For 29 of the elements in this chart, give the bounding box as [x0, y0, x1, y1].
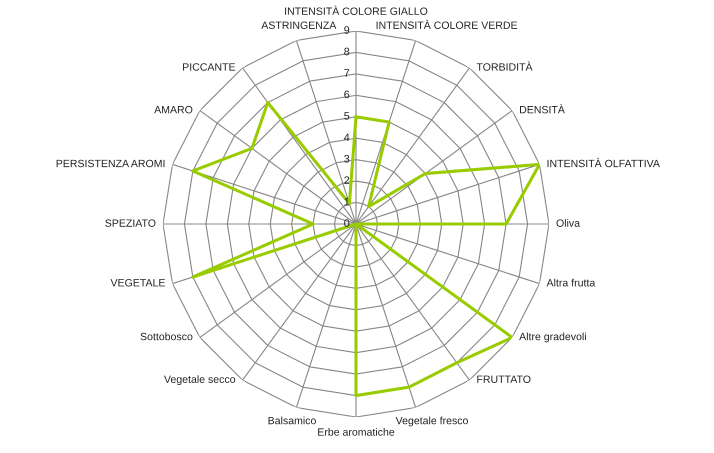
y-tick-label: 0	[344, 219, 350, 227]
spoke-label: AMARO	[154, 106, 192, 114]
y-tick-label: 8	[344, 48, 350, 56]
spoke-label: Altra frutta	[546, 278, 596, 286]
spoke-label: FRUTTATO	[477, 376, 530, 383]
y-tick-label: 9	[344, 26, 350, 34]
spoke-label: TORBIDITÀ	[476, 61, 533, 71]
spoke-label: PERSISTENZA AROMI	[56, 160, 164, 168]
spoke-label: Vegetale fresco	[396, 416, 468, 426]
spoke-label: INTENSITÀ COLORE VERDE	[376, 20, 518, 29]
spoke-label: Balsamico	[268, 416, 316, 424]
y-tick-label: 4	[344, 134, 350, 142]
spoke-label: INTENSITÀ OLFATTIVA	[548, 158, 660, 168]
spoke-label: INTENSITÀ COLORE GIALLO	[285, 6, 428, 15]
spoke-label: Vegetale secco	[164, 375, 236, 386]
spoke-label: Sottobosco	[140, 332, 192, 340]
y-tick-label: 3	[344, 154, 350, 163]
spoke-label: PICCANTE	[183, 63, 236, 71]
spoke-label: VEGETALE	[110, 279, 165, 286]
y-tick-label: 2	[344, 176, 350, 184]
spoke-label: Oliva	[556, 219, 580, 227]
spoke-label: ASTRINGENZA	[261, 21, 336, 29]
y-tick-label: 7	[344, 69, 350, 77]
y-tick-label: 6	[344, 90, 350, 98]
spoke-label: Erbe aromatiche	[318, 428, 394, 436]
spoke-label: SPEZIATO	[105, 219, 156, 227]
y-tick-label: 5	[344, 112, 350, 120]
spoke-label: Altre gradevoli	[519, 332, 586, 342]
spoke-label: DENSITÀ	[520, 104, 565, 114]
